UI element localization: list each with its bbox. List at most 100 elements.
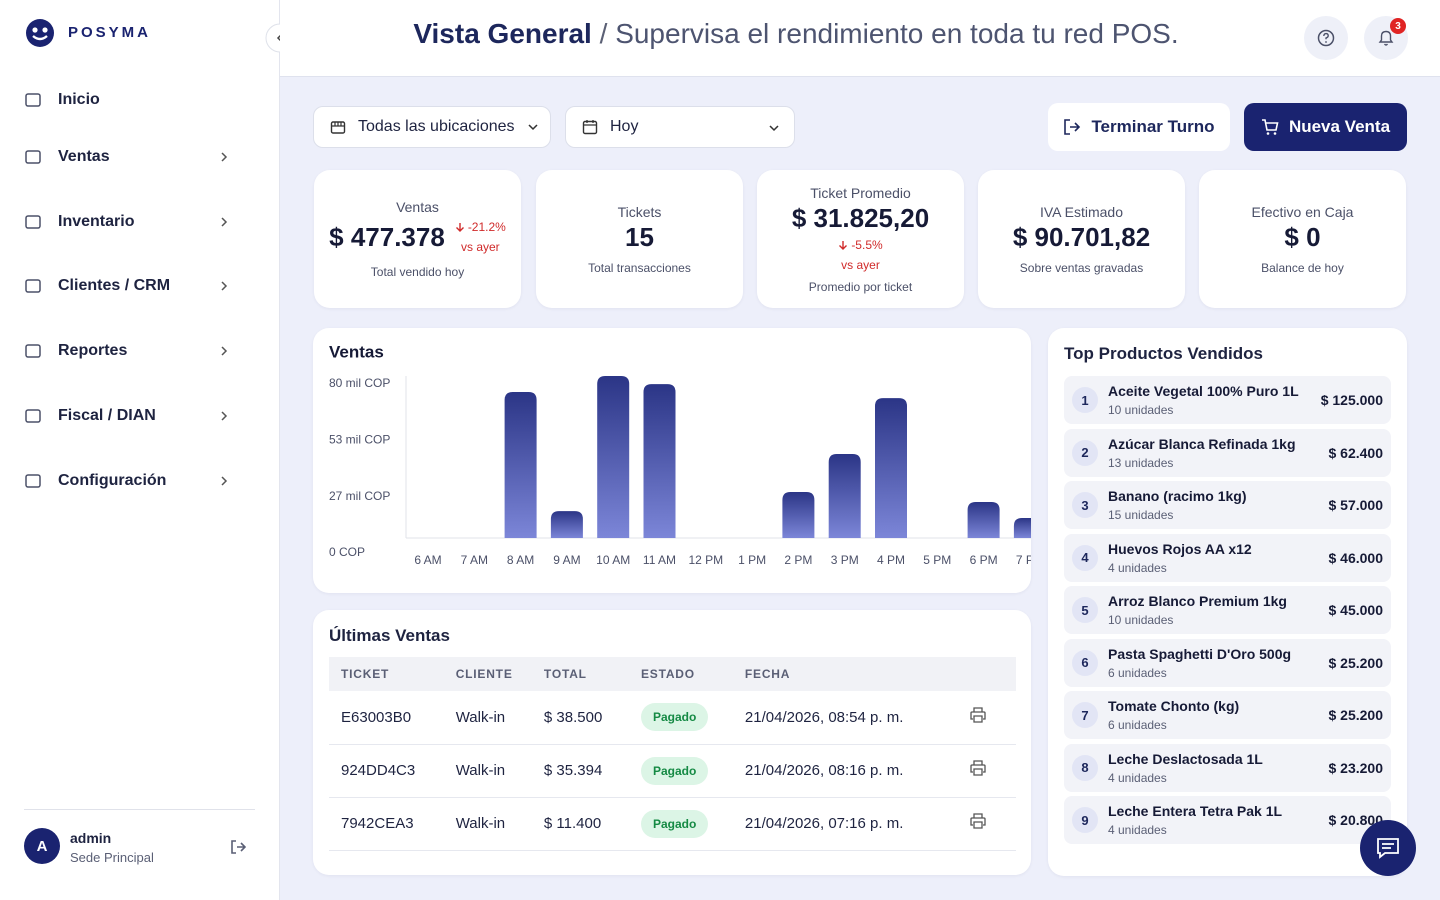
column-header: TICKET — [341, 667, 390, 681]
nav-item[interactable]: Reportes — [24, 336, 254, 366]
cell-text: 21/04/2026, 08:16 p. m. — [744, 762, 904, 779]
x-tick-label: 2 PM — [784, 553, 812, 567]
table-cell: Walk-in — [456, 691, 544, 744]
bar — [967, 501, 1000, 538]
product-item: 9 Leche Entera Tetra Pak 1L 4 unidades $ 20… — [1064, 796, 1391, 844]
new-sale-button[interactable]: Nueva Venta — [1244, 103, 1407, 151]
chat-button[interactable] — [1360, 820, 1416, 876]
sales-chart: Ventas 0 COP 27 mil COP 53 mil COP 80 mil C… — [329, 342, 1031, 567]
bar — [504, 391, 537, 538]
kpi-value: $ 31.825,20 — [791, 202, 930, 233]
kpi-note: Sobre ventas gravadas — [1019, 260, 1144, 275]
nav-label: Inicio — [58, 91, 100, 108]
product-item: 7 Tomate Chonto (kg) 6 unidades $ 25.200 — [1064, 691, 1391, 739]
print-button[interactable] — [969, 759, 987, 777]
product-total: $ 20.800 — [1328, 812, 1384, 828]
kpi-change-line: -5.5% — [838, 237, 883, 252]
date-value: Hoy — [610, 118, 639, 135]
nav-item[interactable]: Inicio — [24, 85, 254, 115]
nav-icon — [25, 93, 41, 107]
bar — [597, 376, 630, 538]
kpi-value: $ 0 — [1284, 221, 1321, 252]
new-sale-label: Nueva Venta — [1288, 117, 1391, 136]
nav-item[interactable]: Configuración — [24, 466, 254, 496]
kpi-note: Total transacciones — [588, 260, 691, 275]
status-badge: Pagado — [640, 756, 709, 785]
product-total: $ 23.200 — [1328, 759, 1384, 776]
column-header: ESTADO — [640, 667, 695, 681]
kpi-change-block: -21.2% vs ayer — [455, 217, 506, 257]
product-rank: 6 — [1072, 649, 1098, 676]
top-products-card: Top Productos Vendidos 1 Aceite Vegetal 1… — [1048, 328, 1407, 876]
nav-item[interactable]: Ventas — [24, 142, 254, 172]
nav-icon — [25, 474, 41, 488]
product-total: $ 25.200 — [1328, 707, 1384, 723]
product-rank: 1 — [1072, 387, 1098, 413]
product-total: $ 45.000 — [1328, 602, 1384, 618]
chevron-shape — [221, 346, 228, 356]
table-cell: 21/04/2026, 08:54 p. m. — [745, 691, 968, 744]
product-total: $ 62.400 — [1328, 444, 1384, 461]
kpi-value: 15 — [625, 221, 654, 252]
product-name: Huevos Rojos AA x12 — [1108, 540, 1252, 557]
chevron-icon — [221, 152, 228, 162]
nav-icon — [25, 215, 41, 229]
nav-item[interactable]: Inventario — [24, 207, 254, 237]
print-icon — [969, 760, 986, 776]
product-name: Leche Deslactosada 1L — [1108, 750, 1263, 767]
chevron-shape — [221, 217, 228, 227]
nav-icon — [25, 150, 41, 164]
product-name: Arroz Blanco Premium 1kg — [1108, 593, 1287, 609]
page-heading: Vista General / Supervisa el rendimiento… — [280, 18, 1312, 50]
table-cell: $ 35.394 — [544, 744, 641, 797]
arrow-shape — [455, 223, 464, 232]
product-rank: 4 — [1072, 544, 1098, 571]
date-dropdown[interactable]: Hoy — [565, 106, 795, 148]
nav-item[interactable]: Clientes / CRM — [24, 271, 254, 301]
page-title: Vista General — [413, 18, 592, 49]
chevron-shape — [221, 476, 228, 486]
table-cell: Pagado — [640, 691, 745, 744]
chevron-shape — [221, 152, 228, 162]
x-tick-label: 4 PM — [877, 553, 905, 567]
print-icon — [969, 707, 986, 723]
column-header-actions — [968, 657, 1016, 691]
location-dropdown[interactable]: Todas las ubicaciones — [313, 106, 551, 148]
nav-icon-shape — [25, 279, 41, 293]
column-header: CLIENTE — [455, 667, 513, 681]
kpi-card: Ventas $ 477.378 -21.2% vs ayer Total vendid… — [314, 170, 521, 308]
nav-label: Clientes / CRM — [58, 277, 171, 294]
nav-item[interactable]: Fiscal / DIAN — [24, 401, 254, 431]
arrow-shape — [839, 240, 848, 250]
kpi-change-line: -21.2% — [455, 217, 506, 237]
x-tick-label: 7 AM — [461, 553, 488, 567]
product-item: 5 Arroz Blanco Premium 1kg 10 unidades $ 45… — [1064, 586, 1391, 634]
print-button[interactable] — [969, 706, 987, 724]
product-item: 3 Banano (racimo 1kg) 15 unidades $ 57.000 — [1064, 481, 1391, 529]
kpi-label: Tickets — [617, 203, 662, 220]
bar — [550, 511, 583, 538]
status-badge: Pagado — [640, 703, 709, 732]
nav-label: Ventas — [58, 148, 110, 165]
kpi-change: -5.5% — [851, 237, 883, 252]
product-total: $ 46.000 — [1328, 549, 1384, 566]
product-total: $ 25.200 — [1328, 654, 1384, 671]
nav-label: Inventario — [58, 213, 135, 230]
cell-text: $ 11.400 — [543, 815, 602, 832]
print-cell — [968, 797, 1016, 850]
product-units: 4 unidades — [1108, 770, 1167, 785]
top-products-title: Top Productos Vendidos — [1064, 344, 1263, 363]
product-rank: 5 — [1072, 597, 1098, 623]
kpi-card: IVA Estimado $ 90.701,82 Sobre ventas grav… — [978, 170, 1185, 308]
table-cell: Pagado — [640, 744, 745, 797]
logout-button[interactable] — [230, 839, 246, 855]
help-button[interactable] — [1304, 16, 1348, 60]
print-button[interactable] — [969, 812, 987, 830]
end-shift-button[interactable]: Terminar Turno — [1048, 103, 1230, 151]
nav-icon-shape — [25, 215, 41, 229]
chevron-icon — [221, 217, 228, 227]
chevron-shape — [221, 411, 228, 421]
x-tick-label: 6 AM — [414, 553, 441, 567]
exit-icon — [1064, 119, 1081, 135]
